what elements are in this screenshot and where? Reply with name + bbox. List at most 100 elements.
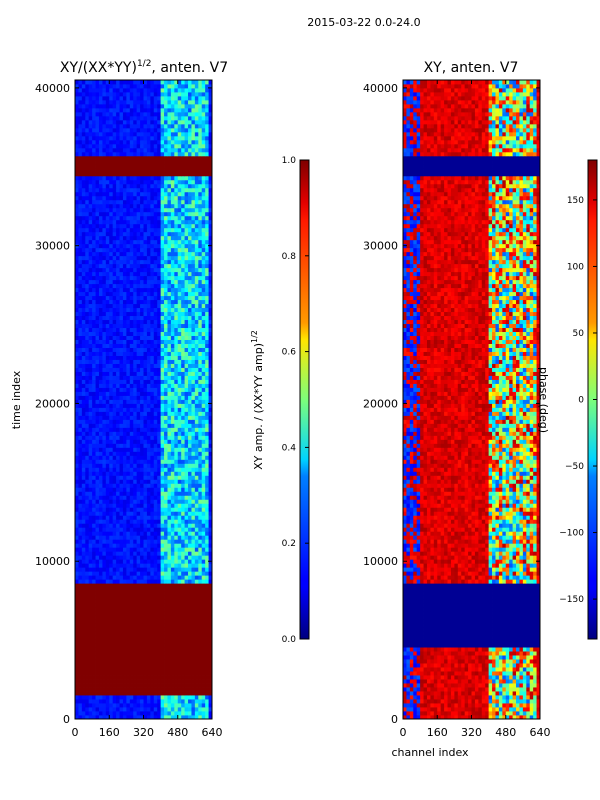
heatmap-cell [191,715,196,720]
heatmap-cell [194,499,199,504]
heatmap-cell [174,223,179,229]
heatmap-cell [126,231,131,237]
heatmap-cell [164,715,168,720]
heatmap-cell [146,519,151,524]
heatmap-cell [160,579,165,584]
heatmap-cell [95,595,100,600]
heatmap-cell [167,271,172,277]
heatmap-cell [164,439,168,444]
heatmap-cell [119,291,124,297]
heatmap-cell [85,339,90,344]
heatmap-cell [194,347,199,352]
heatmap-cell [177,251,182,257]
heatmap-cell [75,331,79,336]
heatmap-cell [88,579,93,584]
heatmap-cell [184,671,189,676]
heatmap-cell [177,547,182,552]
heatmap-cell [146,363,151,368]
heatmap-cell [174,347,179,352]
heatmap-cell [116,467,120,472]
heatmap-cell [85,687,90,692]
heatmap-cell [98,487,103,492]
heatmap-cell [184,499,189,504]
heatmap-cell [170,451,175,456]
heatmap-cell [109,435,114,440]
heatmap-cell [129,459,134,464]
heatmap-cell [78,675,83,680]
heatmap-cell [122,331,127,336]
heatmap-cell [95,663,100,668]
heatmap-cell [164,343,168,348]
heatmap-cell [136,591,141,596]
heatmap-cell [194,687,199,692]
heatmap-cell [129,507,134,512]
heatmap-cell [184,347,189,352]
heatmap-cell [198,651,203,656]
heatmap-cell [205,455,209,460]
heatmap-cell [95,495,100,500]
heatmap-cell [153,679,158,684]
heatmap-cell [167,391,172,396]
heatmap-cell [126,219,131,225]
heatmap-cell [201,715,206,720]
heatmap-cell [133,543,138,548]
heatmap-cell [95,715,100,720]
heatmap-cell [146,287,151,293]
heatmap-cell [78,611,83,616]
heatmap-cell [129,295,134,301]
heatmap-cell [95,467,100,472]
heatmap-cell [146,579,151,584]
heatmap-cell [133,303,138,309]
heatmap-cell [153,303,158,309]
heatmap-cell [136,443,141,448]
heatmap-cell [153,323,158,329]
heatmap-cell [205,259,209,265]
heatmap-cell [177,699,182,704]
heatmap-cell [105,487,110,492]
heatmap-cell [109,707,114,712]
heatmap-cell [109,651,114,656]
heatmap-cell [181,283,185,289]
heatmap-cell [133,383,138,388]
heatmap-cell [198,343,203,348]
heatmap-cell [208,447,213,452]
heatmap-cell [116,291,120,297]
heatmap-cell [188,435,192,440]
heatmap-cell [146,251,151,257]
heatmap-cell [150,579,155,584]
heatmap-cell [88,567,93,572]
heatmap-cell [122,439,127,444]
heatmap-cell [102,407,107,412]
heatmap-cell [95,403,100,408]
heatmap-cell [188,379,192,384]
heatmap-cell [143,335,148,340]
heatmap-cell [205,475,209,480]
heatmap-cell [205,603,209,608]
heatmap-cell [122,491,127,496]
heatmap-cell [153,319,158,325]
heatmap-cell [95,607,100,612]
heatmap-cell [170,647,175,652]
heatmap-cell [167,695,172,700]
heatmap-cell [85,419,90,424]
heatmap-cell [201,539,206,544]
heatmap-cell [95,651,100,656]
heatmap-cell [133,367,138,372]
heatmap-cell [167,319,172,325]
heatmap-cell [129,335,134,340]
heatmap-cell [153,643,158,648]
heatmap-cell [153,567,158,572]
heatmap-cell [188,279,192,285]
heatmap-cell [198,247,203,253]
heatmap-cell [160,623,165,628]
heatmap-cell [177,575,182,580]
heatmap-cell [105,587,110,592]
heatmap-cell [201,423,206,428]
heatmap-cell [78,299,83,305]
heatmap-cell [81,339,86,344]
heatmap-cell [102,647,107,652]
heatmap-cell [85,467,90,472]
heatmap-cell [136,239,141,245]
heatmap-cell [164,599,168,604]
heatmap-cell [157,515,162,520]
